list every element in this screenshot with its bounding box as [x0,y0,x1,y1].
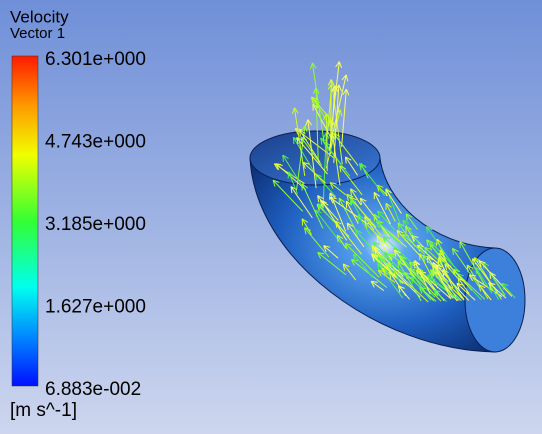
color-bar [12,56,38,386]
legend-unit: [m s^-1] [10,400,77,421]
vector [327,114,328,172]
cfd-view: Velocity Vector 1 6.301e+000 4.743e+000 3.… [0,0,542,434]
legend-label: 6.883e-002 [45,379,141,400]
legend-label: 6.301e+000 [45,49,146,70]
pipe-outlet [465,248,525,352]
legend-label: 3.185e+000 [45,214,146,235]
legend-label: 4.743e+000 [45,132,146,153]
legend-subtitle: Vector 1 [10,25,65,42]
legend-label: 1.627e+000 [45,297,146,318]
legend-title: Velocity [10,7,69,26]
